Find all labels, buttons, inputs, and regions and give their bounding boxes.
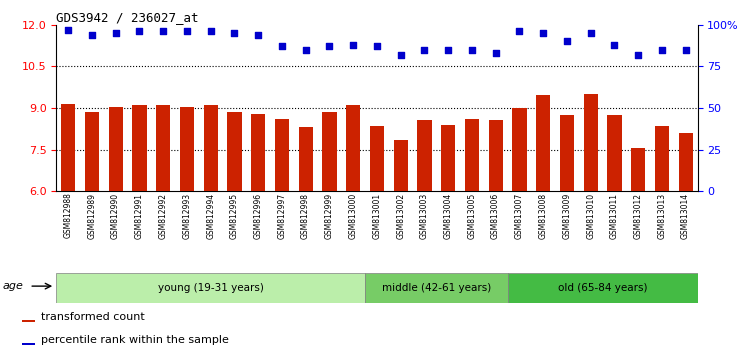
Bar bbox=[508, 273, 698, 303]
Bar bbox=[441, 125, 455, 191]
Point bbox=[608, 42, 620, 47]
Bar bbox=[251, 114, 266, 191]
Point bbox=[442, 47, 454, 52]
Point bbox=[276, 44, 288, 49]
Point bbox=[394, 52, 406, 58]
Bar bbox=[370, 126, 384, 191]
Bar bbox=[560, 115, 574, 191]
Bar bbox=[365, 273, 508, 303]
Point bbox=[490, 50, 502, 56]
Point bbox=[158, 29, 170, 34]
Bar bbox=[608, 115, 622, 191]
Bar bbox=[322, 112, 337, 191]
Point bbox=[110, 30, 122, 36]
Bar bbox=[298, 127, 313, 191]
Bar bbox=[488, 120, 502, 191]
Point bbox=[537, 30, 549, 36]
Bar bbox=[227, 112, 242, 191]
Point bbox=[205, 29, 217, 34]
Bar bbox=[679, 133, 693, 191]
Bar bbox=[61, 104, 75, 191]
Bar bbox=[22, 320, 35, 322]
Bar bbox=[109, 107, 123, 191]
Point bbox=[86, 32, 98, 38]
Point bbox=[181, 29, 193, 34]
Bar bbox=[156, 105, 170, 191]
Text: GDS3942 / 236027_at: GDS3942 / 236027_at bbox=[56, 11, 199, 24]
Bar bbox=[56, 273, 365, 303]
Bar bbox=[536, 96, 550, 191]
Bar bbox=[346, 105, 360, 191]
Text: percentile rank within the sample: percentile rank within the sample bbox=[41, 335, 229, 345]
Point bbox=[561, 39, 573, 44]
Point bbox=[513, 29, 525, 34]
Point bbox=[632, 52, 644, 58]
Point bbox=[252, 32, 264, 38]
Bar bbox=[417, 120, 431, 191]
Bar bbox=[132, 105, 146, 191]
Text: middle (42-61 years): middle (42-61 years) bbox=[382, 282, 490, 293]
Bar bbox=[203, 105, 217, 191]
Bar bbox=[512, 108, 526, 191]
Bar bbox=[85, 112, 99, 191]
Bar bbox=[655, 126, 669, 191]
Point bbox=[466, 47, 478, 52]
Point bbox=[585, 30, 597, 36]
Point bbox=[347, 42, 359, 47]
Bar bbox=[22, 343, 35, 345]
Point bbox=[228, 30, 240, 36]
Text: old (65-84 years): old (65-84 years) bbox=[558, 282, 647, 293]
Point bbox=[62, 27, 74, 33]
Bar bbox=[274, 119, 289, 191]
Bar bbox=[465, 119, 479, 191]
Bar bbox=[394, 140, 408, 191]
Point bbox=[299, 47, 312, 52]
Point bbox=[419, 47, 430, 52]
Point bbox=[134, 29, 146, 34]
Text: transformed count: transformed count bbox=[41, 312, 145, 322]
Point bbox=[370, 44, 382, 49]
Bar bbox=[584, 94, 598, 191]
Text: young (19-31 years): young (19-31 years) bbox=[158, 282, 263, 293]
Bar bbox=[180, 107, 194, 191]
Point bbox=[656, 47, 668, 52]
Point bbox=[680, 47, 692, 52]
Text: age: age bbox=[3, 281, 24, 291]
Point bbox=[323, 44, 335, 49]
Bar bbox=[631, 148, 645, 191]
